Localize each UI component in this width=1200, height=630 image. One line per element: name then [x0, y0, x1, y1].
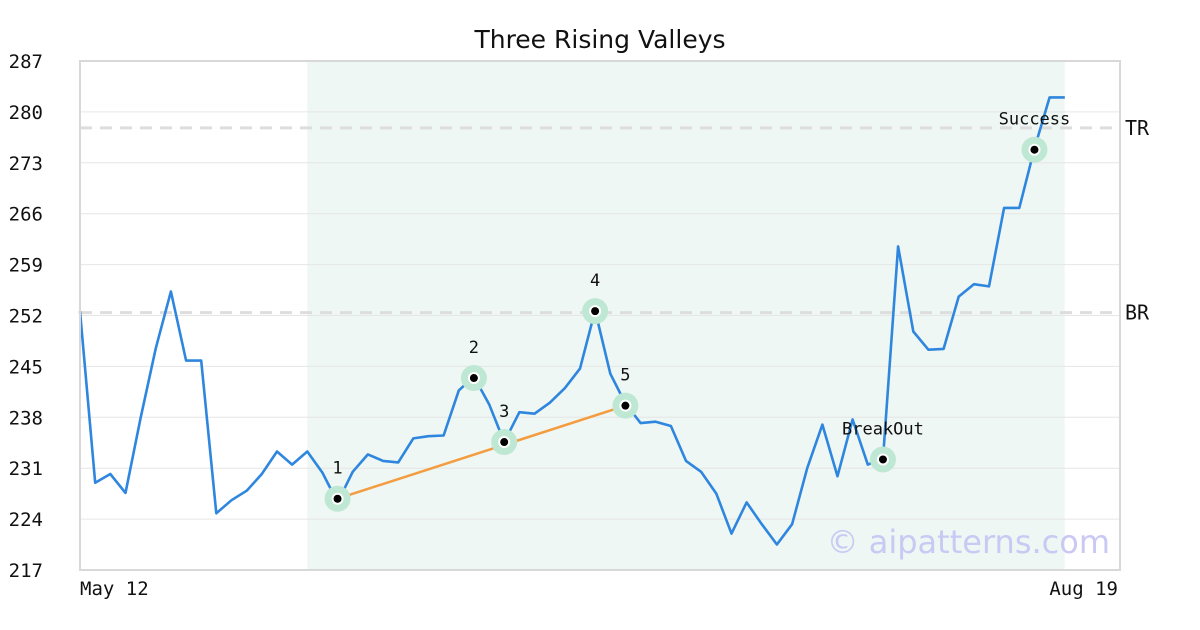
- marker-point: [500, 438, 509, 447]
- y-tick-label: 280: [9, 102, 43, 124]
- marker-label: BreakOut: [842, 419, 924, 439]
- y-tick-label: 266: [9, 204, 43, 226]
- marker-label: 1: [332, 459, 342, 479]
- reference-line-label: BR: [1125, 301, 1150, 325]
- y-tick-label: 287: [9, 51, 43, 73]
- y-tick-label: 217: [9, 560, 43, 582]
- y-tick-label: 231: [9, 458, 43, 480]
- marker-point: [591, 307, 600, 316]
- marker-label: 4: [590, 271, 600, 291]
- y-tick-label: 245: [9, 356, 43, 378]
- marker-point: [878, 455, 887, 464]
- y-tick-label: 252: [9, 306, 43, 328]
- x-tick-label: May 12: [80, 578, 149, 600]
- reference-line-label: TR: [1125, 116, 1150, 140]
- y-tick-label: 259: [9, 255, 43, 277]
- series-line: [78, 96, 1065, 546]
- watermark: © aipatterns.com: [827, 523, 1110, 561]
- marker-point: [1030, 145, 1039, 154]
- x-tick-label: Aug 19: [1049, 578, 1118, 600]
- y-tick-label: 224: [9, 509, 43, 531]
- marker-label: 2: [469, 338, 479, 358]
- marker-point: [469, 374, 478, 383]
- marker-label: 5: [620, 366, 630, 386]
- marker-point: [621, 401, 630, 410]
- y-tick-label: 238: [9, 407, 43, 429]
- marker-label: Success: [999, 110, 1071, 130]
- trendline: [337, 404, 626, 500]
- marker-label: 3: [499, 402, 509, 422]
- plot-frame: [79, 60, 1121, 571]
- y-tick-label: 273: [9, 153, 43, 175]
- chart-title: Three Rising Valleys: [473, 25, 725, 54]
- marker-point: [333, 494, 342, 503]
